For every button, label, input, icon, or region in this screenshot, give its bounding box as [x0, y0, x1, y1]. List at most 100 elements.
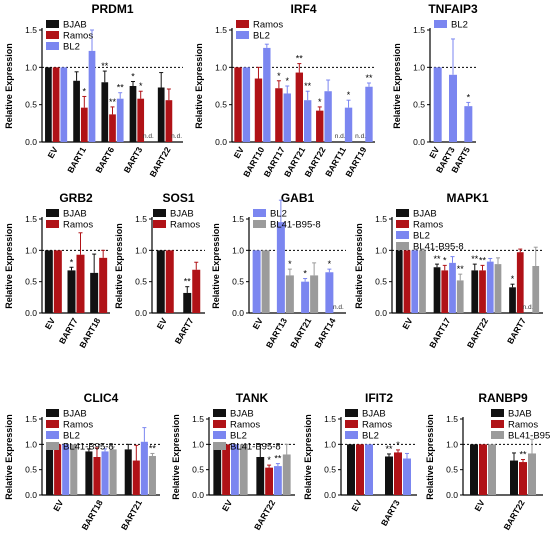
significance-label: ** — [385, 444, 393, 454]
legend-swatch — [491, 409, 504, 417]
bar — [93, 457, 101, 495]
legend-label: BJAB — [362, 409, 386, 420]
y-tick-label: 1.0 — [232, 245, 244, 255]
legend-label: Ramos — [63, 31, 93, 42]
legend-swatch — [213, 420, 226, 428]
bar — [471, 270, 479, 313]
bar — [80, 107, 88, 142]
not-detected-label: n.d. — [171, 133, 182, 140]
y-axis-label: Relative Expression — [4, 43, 14, 129]
y-tick-label: 0.5 — [446, 465, 458, 475]
y-tick-label: 0.0 — [215, 137, 227, 147]
legend-swatch — [46, 420, 59, 428]
bar — [148, 455, 156, 495]
y-tick-label: 1.5 — [375, 214, 387, 224]
bar — [344, 107, 353, 142]
bar — [231, 444, 239, 495]
bar — [275, 88, 283, 142]
y-tick-label: 0.5 — [135, 277, 147, 287]
y-tick-label: 0.0 — [25, 308, 37, 318]
chart-title: PRDM1 — [91, 2, 133, 16]
bar — [433, 267, 441, 313]
y-axis-label: Relative Expression — [425, 414, 435, 500]
legend-label: BJAB — [508, 409, 532, 420]
legend-swatch — [46, 220, 59, 228]
legend-label: BL41-B95-8 — [413, 242, 464, 253]
significance-label: ** — [519, 450, 527, 460]
y-tick-label: 1.5 — [25, 214, 37, 224]
not-detected-label: n.d. — [333, 304, 344, 311]
y-tick-label: 0.5 — [215, 100, 227, 110]
significance-label: ** — [274, 454, 282, 464]
x-tick-label: EV — [155, 316, 169, 331]
legend-swatch — [491, 431, 504, 439]
legend-label: Ramos — [230, 420, 260, 431]
chart-panel-ifit2: IFIT2 Relative Expression 0.0 0.5 1.0 1.5 EV **… — [303, 391, 417, 528]
y-tick-label: 0.5 — [324, 465, 336, 475]
bar — [222, 444, 230, 495]
legend-swatch — [46, 431, 59, 439]
y-axis-label: Relative Expression — [211, 223, 221, 309]
bar — [157, 87, 165, 142]
y-tick-label: 1.0 — [25, 439, 37, 449]
y-tick-label: 0.0 — [25, 137, 37, 147]
bar — [528, 453, 536, 495]
chart-title: RANBP9 — [478, 391, 528, 405]
bar — [242, 67, 251, 142]
x-tick-label: BART7 — [173, 316, 196, 346]
y-tick-label: 0.5 — [232, 277, 244, 287]
bar — [304, 100, 312, 142]
y-tick-label: 0.0 — [135, 308, 147, 318]
legend-swatch — [396, 220, 409, 228]
significance-label: * — [70, 257, 74, 267]
bar — [62, 444, 70, 495]
bar — [101, 451, 109, 495]
y-tick-label: 1.5 — [215, 25, 227, 35]
legend-swatch — [46, 209, 59, 217]
bar — [283, 93, 291, 142]
bar — [90, 272, 99, 313]
legend-swatch — [213, 409, 226, 417]
y-tick-label: 0.0 — [324, 490, 336, 500]
x-tick-label: EV — [220, 498, 234, 513]
legend-swatch — [253, 209, 266, 217]
bar — [494, 264, 502, 313]
bar — [60, 67, 68, 142]
bar — [324, 91, 332, 142]
bar — [101, 82, 109, 142]
y-tick-label: 0.5 — [25, 100, 37, 110]
bar — [433, 67, 442, 142]
significance-label: ** — [117, 83, 125, 93]
bar — [532, 266, 540, 313]
significance-label: * — [318, 97, 322, 107]
y-tick-label: 1.0 — [413, 62, 425, 72]
legend-label: BJAB — [170, 209, 194, 220]
bar — [301, 281, 310, 313]
significance-label: ** — [149, 443, 157, 453]
bar — [464, 106, 473, 142]
significance-label: * — [286, 76, 290, 86]
chart-panel-sos1: SOS1 Relative Expression 0.0 0.5 1.0 1.5 EV ** B… — [114, 191, 205, 346]
legend-label: BJAB — [63, 20, 87, 31]
y-tick-label: 1.5 — [446, 414, 458, 424]
legend-swatch — [396, 231, 409, 239]
significance-label: * — [467, 92, 471, 102]
x-tick-label: BART18 — [79, 498, 104, 532]
x-tick-label: BART17 — [427, 316, 452, 350]
legend-label: Ramos — [253, 20, 283, 31]
legend-swatch — [46, 442, 59, 450]
chart-panel-gab1: GAB1 Relative Expression 0.0 0.5 1.0 1.5 EV * BA… — [211, 191, 346, 350]
bar — [265, 467, 273, 495]
bar — [165, 250, 174, 313]
y-axis-label: Relative Expression — [303, 414, 313, 500]
significance-label: ** — [109, 97, 117, 107]
significance-label: * — [303, 269, 307, 279]
y-tick-label: 0.5 — [413, 100, 425, 110]
legend-swatch — [46, 31, 59, 39]
legend-label: Ramos — [413, 220, 443, 231]
bar — [137, 98, 145, 142]
significance-label: * — [443, 255, 447, 265]
bar — [252, 250, 261, 313]
